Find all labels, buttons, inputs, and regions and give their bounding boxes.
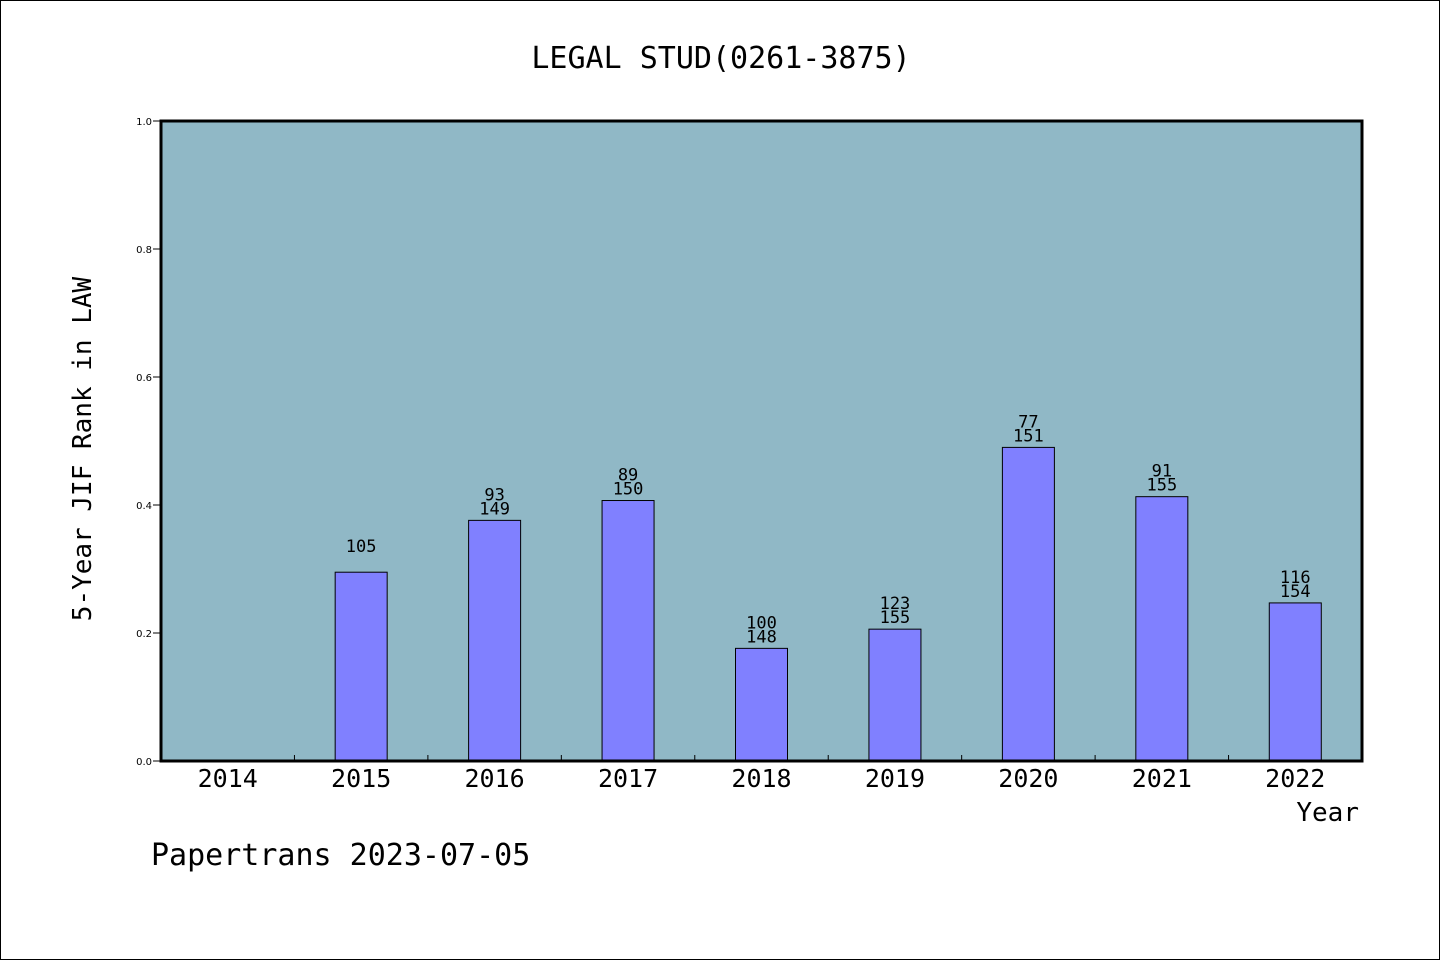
bar [1268, 602, 1322, 762]
x-tick-label: 2020 [998, 764, 1058, 793]
bar-total-label: 154 [1280, 582, 1311, 602]
bar-rank-label: 116 [1280, 568, 1311, 588]
y-tick-label: 1.0 [136, 117, 152, 128]
y-axis-title: 5-Year JIF Rank in LAW [68, 276, 98, 621]
footer-stamp: Papertrans 2023-07-05 [151, 838, 530, 873]
bar [1001, 446, 1055, 762]
x-tick-label: 2021 [1132, 764, 1192, 793]
y-tick-label: 0.4 [136, 501, 152, 512]
bar-total-label: 149 [479, 499, 510, 519]
x-tick-label: 2017 [598, 764, 658, 793]
bar [334, 571, 388, 762]
x-tick-label: 2016 [465, 764, 525, 793]
bar [1135, 496, 1189, 762]
plot-border [159, 119, 1364, 763]
bar-rank-label: 89 [618, 466, 638, 486]
bar-rank-label: 105 [346, 537, 377, 557]
bar [735, 647, 788, 762]
bar-total-label: 155 [880, 608, 911, 628]
x-tick-label: 2019 [865, 764, 925, 793]
x-tick-label: 2014 [198, 764, 258, 793]
bar-total-label: 155 [1146, 476, 1177, 496]
x-tick-label: 2022 [1265, 764, 1325, 793]
bar-rank-label: 100 [746, 613, 777, 633]
y-axis: 0.0 0.2 0.4 0.6 0.8 1.0 [136, 117, 161, 768]
bar [601, 500, 655, 762]
bar-rank-label: 91 [1152, 462, 1172, 482]
bar-total-label: 148 [746, 627, 777, 647]
y-tick-label: 0.2 [136, 629, 152, 640]
x-tick-label: 2015 [331, 764, 391, 793]
bar [868, 628, 922, 762]
bar-total-label: 150 [613, 480, 644, 500]
x-tick-label: 2018 [731, 764, 791, 793]
bar [468, 519, 522, 762]
y-tick-label: 0.6 [136, 373, 152, 384]
x-axis: 2014 2015 2016 2017 2018 2019 2020 2021 2022 [198, 755, 1325, 793]
y-tick-label: 0.0 [136, 757, 152, 768]
chart-title: LEGAL STUD(0261-3875) [531, 41, 910, 76]
bar-rank-label: 77 [1018, 412, 1038, 432]
bar-rank-label: 93 [484, 485, 504, 505]
bar-total-label: 151 [1013, 426, 1044, 446]
bar-rank-label: 123 [880, 594, 911, 614]
x-axis-title: Year [1296, 798, 1359, 828]
y-tick-label: 0.8 [136, 245, 152, 256]
bars [334, 446, 1322, 762]
